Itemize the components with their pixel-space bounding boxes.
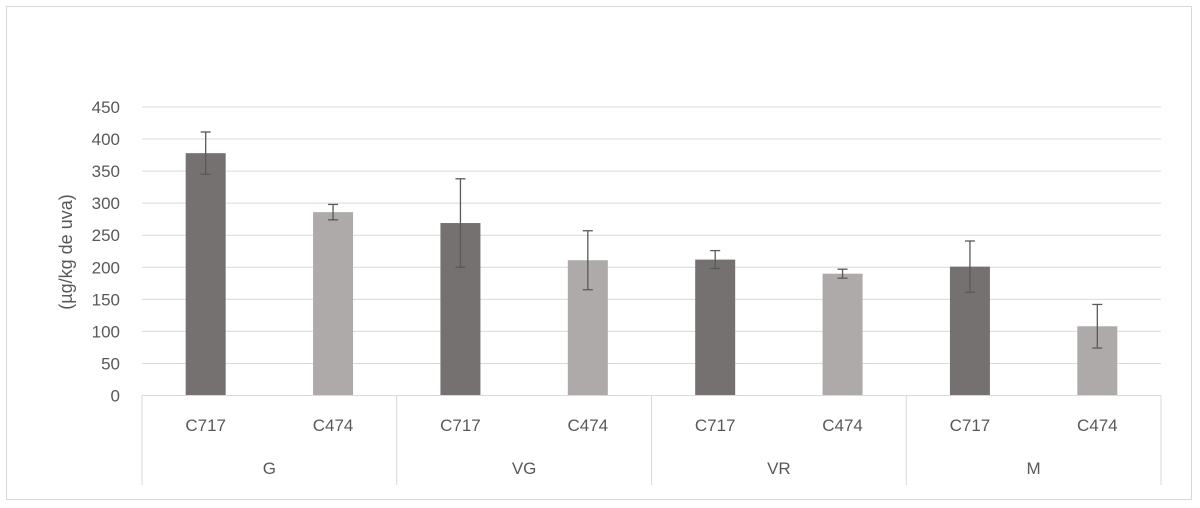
y-tick-label: 400 — [92, 130, 120, 149]
x-tick-label: C474 — [313, 416, 354, 435]
group-label: M — [1027, 459, 1041, 478]
bar-vr-c717 — [695, 259, 736, 396]
bar-vr-c474 — [822, 273, 863, 396]
x-tick-label: C474 — [822, 416, 863, 435]
x-tick-label: C474 — [567, 416, 608, 435]
y-axis-label: (µg/kg de uva) — [56, 194, 76, 309]
x-tick-label: C717 — [950, 416, 991, 435]
group-label: VG — [512, 459, 537, 478]
y-tick-label: 350 — [92, 162, 120, 181]
x-tick-label: C474 — [1077, 416, 1118, 435]
gridlines — [142, 106, 1161, 364]
error-bars — [200, 131, 1103, 349]
bar-g-c717 — [185, 153, 226, 396]
x-tick-label: C717 — [185, 416, 226, 435]
group-label: G — [263, 459, 276, 478]
x-tick-label: C717 — [440, 416, 481, 435]
bars — [185, 153, 1118, 396]
bar-g-c474 — [313, 212, 354, 396]
axes — [141, 395, 1162, 485]
y-tick-label: 300 — [92, 194, 120, 213]
axis-labels: 0 50 100 150 200 250 300 350 400 450 C717 C474 C717 C… — [92, 98, 1118, 478]
y-tick-label: 0 — [111, 387, 120, 406]
group-label: VR — [767, 459, 791, 478]
y-tick-label: 200 — [92, 258, 120, 277]
y-tick-label: 450 — [92, 98, 120, 117]
y-tick-label: 100 — [92, 322, 120, 341]
y-tick-label: 250 — [92, 226, 120, 245]
y-tick-label: 150 — [92, 290, 120, 309]
x-tick-label: C717 — [695, 416, 736, 435]
y-tick-label: 50 — [101, 354, 120, 373]
